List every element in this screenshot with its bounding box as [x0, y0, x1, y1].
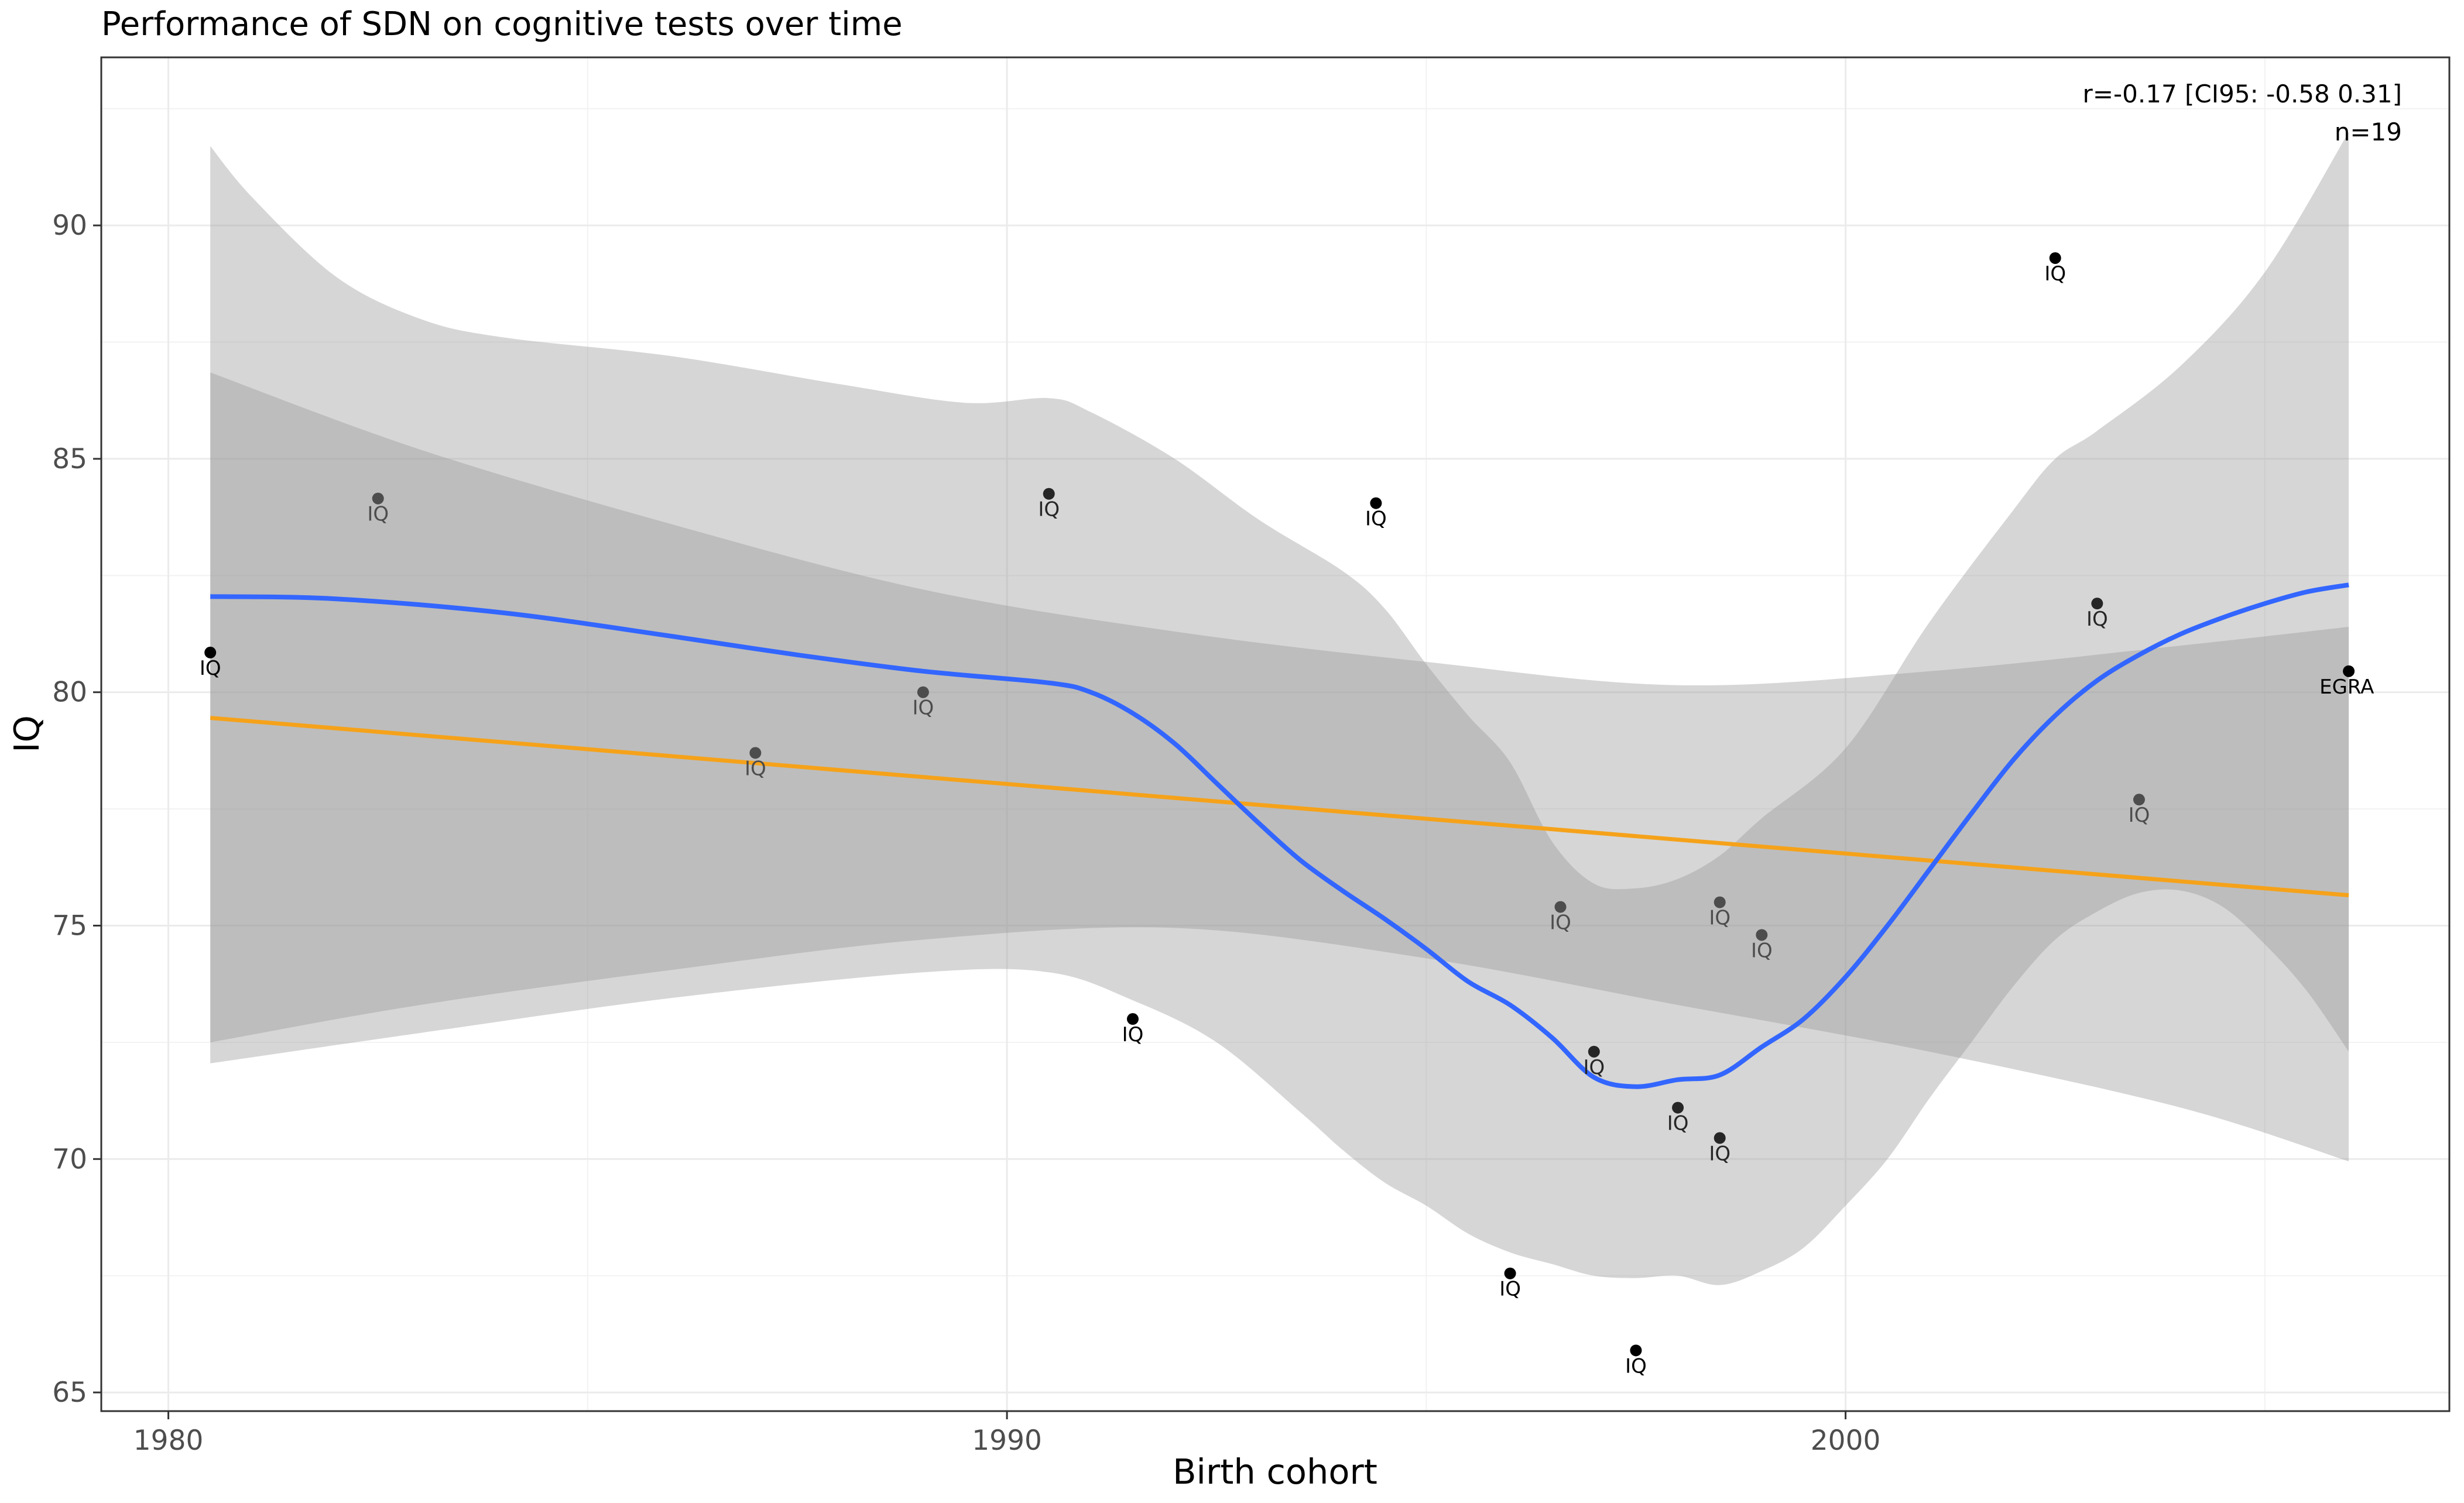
data-point	[1756, 929, 1768, 941]
sample-size-annotation: n=19	[2335, 118, 2402, 146]
data-point	[1672, 1101, 1684, 1114]
data-point	[1554, 901, 1567, 913]
data-point	[2049, 252, 2061, 264]
plot-panel	[101, 57, 2449, 1411]
y-axis-title: IQ	[6, 715, 47, 753]
data-point	[1714, 896, 1726, 908]
data-point-label: IQ	[200, 657, 221, 680]
x-tick-label: 1990	[972, 1425, 1042, 1457]
data-point	[1504, 1267, 1516, 1279]
data-point	[917, 686, 929, 698]
y-tick-label: 70	[52, 1143, 87, 1175]
y-tick-label: 80	[52, 677, 87, 709]
fit-lines	[210, 582, 2349, 1089]
chart-title: Performance of SDN on cognitive tests ov…	[101, 5, 903, 43]
data-point-label: IQ	[1499, 1278, 1521, 1301]
grid-layer	[101, 57, 2449, 1411]
x-tick-label: 1980	[133, 1425, 204, 1457]
plot-border	[100, 56, 2451, 1412]
data-point	[749, 747, 762, 759]
data-point-label: IQ	[1667, 1112, 1689, 1135]
data-point	[2133, 794, 2145, 806]
data-point-label: IQ	[367, 503, 389, 526]
data-point-label: IQ	[2044, 262, 2066, 286]
data-point	[204, 646, 217, 658]
axis-ticks: 1980 1990 2000 65 70 75 80 85 90	[52, 210, 1880, 1457]
x-tick-label: 2000	[1811, 1425, 1881, 1457]
data-point-label: IQ	[1709, 907, 1730, 930]
data-point-label: IQ	[745, 757, 766, 780]
data-point-label: IQ	[1751, 939, 1773, 962]
x-axis-title: Birth cohort	[1173, 1451, 1377, 1492]
smooth-fit-ci-band	[210, 132, 2349, 1285]
data-point	[1630, 1344, 1642, 1357]
data-point	[1714, 1132, 1726, 1144]
y-tick-label: 65	[52, 1377, 87, 1409]
linear-fit-line	[210, 716, 2349, 898]
data-point	[1043, 488, 1055, 500]
data-point-label: IQ	[2129, 804, 2150, 827]
linear-fit-ci-band	[210, 372, 2349, 1162]
data-point-label: IQ	[1365, 507, 1387, 531]
confidence-bands	[210, 132, 2349, 1285]
data-points	[204, 252, 2355, 1357]
data-point	[1588, 1045, 1600, 1058]
data-point-label: IQ	[912, 696, 934, 720]
data-point-label: IQ	[1709, 1142, 1730, 1165]
y-tick-label: 75	[52, 910, 87, 942]
data-point-label: IQ	[1550, 911, 1571, 935]
data-point	[2343, 665, 2355, 677]
data-point-label: IQ	[1038, 498, 1060, 521]
y-tick-label: 90	[52, 210, 87, 242]
data-point	[2091, 598, 2103, 610]
data-point-label: IQ	[1122, 1023, 1144, 1046]
smooth-fit-line	[210, 582, 2349, 1089]
data-point	[1370, 497, 1382, 509]
data-point-label: IQ	[2086, 608, 2108, 631]
data-point-label: EGRA	[2319, 675, 2374, 699]
data-point-label: IQ	[1583, 1056, 1605, 1079]
data-point	[1126, 1013, 1139, 1025]
data-point-label: IQ	[1625, 1354, 1647, 1378]
point-labels: IQ IQ IQ IQ IQ IQ IQ IQ IQ IQ IQ IQ IQ IQ IQ IQ IQ IQ EGRA	[200, 262, 2374, 1378]
y-tick-label: 85	[52, 443, 87, 475]
data-point	[372, 492, 384, 505]
correlation-annotation: r=-0.17 [CI95: -0.58 0.31]	[2083, 80, 2402, 108]
